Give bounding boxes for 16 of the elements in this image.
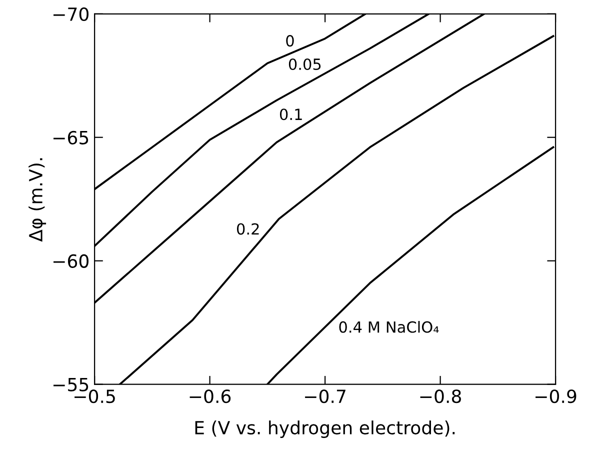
y-tick-label: −65 — [54, 130, 88, 144]
series-label: 0.4 M NaClO₄ — [339, 320, 439, 333]
x-axis-title: E (V vs. hydrogen electrode). — [195, 420, 455, 438]
series-label: 0 — [286, 35, 294, 47]
x-tick-label: −0.6 — [190, 389, 231, 404]
series-label: 0.05 — [288, 58, 321, 70]
y-tick-label: −55 — [54, 378, 88, 392]
y-axis-title: Δφ (m.V). — [28, 158, 46, 242]
series-label: 0.2 — [236, 223, 259, 235]
x-tick-label: −0.9 — [536, 389, 576, 404]
series-label: 0.1 — [280, 108, 302, 120]
y-tick-label: −70 — [54, 7, 88, 22]
x-tick-label: −0.7 — [305, 389, 346, 404]
y-tick-label: −60 — [54, 254, 88, 268]
x-tick-label: −0.5 — [74, 389, 115, 404]
x-tick-label: −0.8 — [420, 389, 461, 404]
